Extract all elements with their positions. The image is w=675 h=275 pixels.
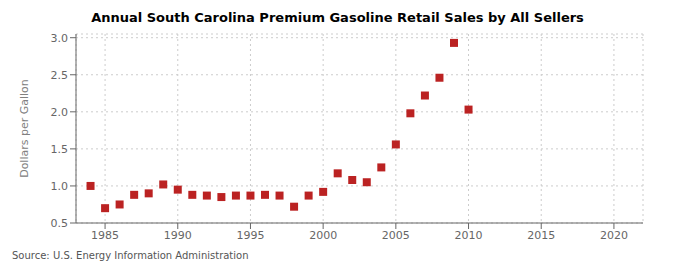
svg-text:0.5: 0.5: [51, 217, 69, 230]
svg-text:2010: 2010: [455, 229, 483, 242]
svg-text:Dollars per Gallon: Dollars per Gallon: [18, 79, 31, 178]
svg-text:2000: 2000: [309, 229, 337, 242]
html-text:Annual South Carolina Premium: Annual South Carolina Premium Gasoline R…: [91, 10, 584, 25]
svg-text:3.0: 3.0: [51, 32, 69, 45]
svg-text:1.5: 1.5: [51, 143, 69, 156]
svg-text:2015: 2015: [527, 229, 555, 242]
svg-text:1990: 1990: [164, 229, 192, 242]
svg-text:2.0: 2.0: [51, 106, 69, 119]
svg-text:1.0: 1.0: [51, 180, 69, 193]
svg-text:2020: 2020: [600, 229, 628, 242]
html-text:Source: U.S. Energy Informatio: Source: U.S. Energy Information Administ…: [12, 250, 249, 261]
svg-text:1995: 1995: [236, 229, 264, 242]
svg-text:2.5: 2.5: [51, 69, 69, 82]
svg-text:1985: 1985: [91, 229, 119, 242]
svg-text:2005: 2005: [382, 229, 410, 242]
